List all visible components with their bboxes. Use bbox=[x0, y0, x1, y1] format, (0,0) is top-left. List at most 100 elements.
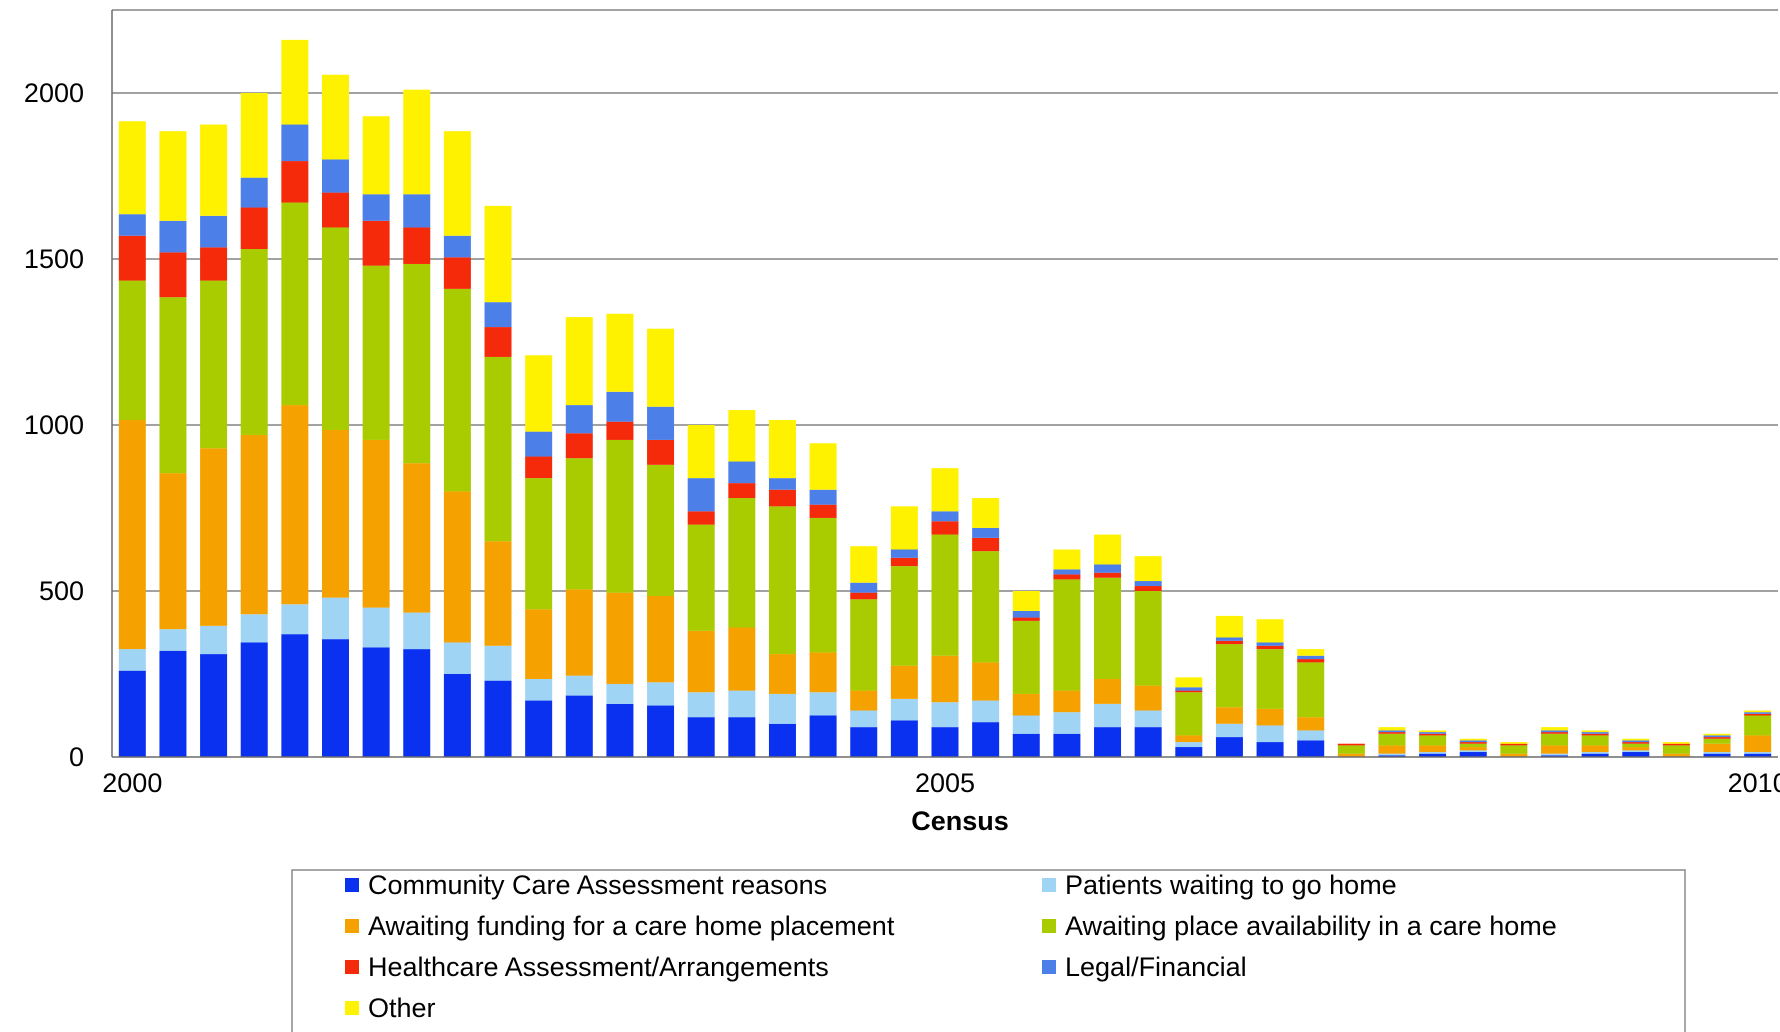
bar-segment bbox=[1012, 733, 1040, 757]
bar-segment bbox=[565, 589, 593, 676]
legend-swatch bbox=[1042, 960, 1056, 974]
bar-segment bbox=[647, 464, 675, 596]
bar-segment bbox=[1134, 710, 1162, 728]
bar-segment bbox=[1622, 750, 1650, 753]
bar-segment bbox=[850, 727, 878, 757]
legend-label: Healthcare Assessment/Arrangements bbox=[368, 952, 829, 982]
bar-segment bbox=[890, 720, 918, 757]
bar-segment bbox=[321, 429, 349, 598]
bar-segment bbox=[484, 302, 512, 328]
bar-segment bbox=[403, 263, 431, 464]
bars bbox=[118, 39, 1772, 757]
bar-segment bbox=[1419, 733, 1447, 736]
bar-segment bbox=[1053, 690, 1081, 713]
bar-segment bbox=[1703, 743, 1731, 753]
bar-segment bbox=[525, 478, 553, 610]
bar-segment bbox=[972, 527, 1000, 538]
bar-segment bbox=[1094, 703, 1122, 728]
bar-segment bbox=[931, 727, 959, 757]
bar-segment bbox=[1175, 677, 1203, 688]
bar-segment bbox=[1175, 742, 1203, 748]
bar-segment bbox=[606, 421, 634, 440]
bar-segment bbox=[890, 549, 918, 558]
bar-segment bbox=[443, 235, 471, 258]
bar-segment bbox=[809, 652, 837, 693]
bar-segment bbox=[1744, 712, 1772, 714]
bar-segment bbox=[1500, 743, 1528, 746]
y-tick-label: 1500 bbox=[24, 244, 84, 274]
y-tick-label: 0 bbox=[69, 742, 84, 772]
bar-segment bbox=[321, 192, 349, 228]
bar-segment bbox=[890, 698, 918, 721]
bar-segment bbox=[362, 647, 390, 757]
bar-segment bbox=[1500, 745, 1528, 754]
bar-segment bbox=[1581, 745, 1609, 753]
bar-segment bbox=[850, 710, 878, 728]
bar-segment bbox=[809, 489, 837, 505]
bar-segment bbox=[484, 645, 512, 681]
bar-segment bbox=[606, 391, 634, 422]
bar-segment bbox=[1215, 615, 1243, 638]
bar-segment bbox=[1297, 717, 1325, 731]
bar-segment bbox=[159, 252, 187, 298]
bar-segment bbox=[1581, 752, 1609, 754]
bar-segment bbox=[1378, 730, 1406, 733]
bar-segment bbox=[850, 592, 878, 600]
bar-segment bbox=[362, 194, 390, 221]
bar-segment bbox=[1662, 753, 1690, 757]
bar-segment bbox=[1378, 733, 1406, 746]
bar-segment bbox=[1459, 752, 1487, 757]
bar-segment bbox=[890, 557, 918, 567]
bar-segment bbox=[200, 124, 228, 216]
axes: 2000 2005 2010 bbox=[102, 9, 1780, 798]
bar-segment bbox=[1622, 742, 1650, 744]
bar-segment bbox=[687, 692, 715, 718]
bar-segment bbox=[1134, 586, 1162, 591]
bar-segment bbox=[321, 159, 349, 193]
bar-segment bbox=[768, 478, 796, 490]
bar-segment bbox=[768, 693, 796, 724]
bar-segment bbox=[809, 504, 837, 518]
bar-segment bbox=[1703, 738, 1731, 744]
bar-segment bbox=[1622, 752, 1650, 757]
bar-segment bbox=[1703, 735, 1731, 738]
bar-segment bbox=[606, 592, 634, 684]
bar-segment bbox=[728, 461, 756, 484]
bar-segment bbox=[972, 700, 1000, 723]
bar-segment bbox=[159, 473, 187, 630]
bar-segment bbox=[687, 717, 715, 757]
bar-segment bbox=[1297, 655, 1325, 660]
bar-segment bbox=[1175, 747, 1203, 757]
bar-segment bbox=[1459, 750, 1487, 753]
bar-segment bbox=[565, 458, 593, 590]
legend: Community Care Assessment reasons Patient… bbox=[291, 869, 1686, 1032]
bar-segment bbox=[321, 597, 349, 640]
bar-segment bbox=[728, 717, 756, 757]
bar-segment bbox=[1581, 735, 1609, 746]
bar-segment bbox=[1094, 572, 1122, 578]
bar-segment bbox=[1337, 743, 1365, 746]
bar-segment bbox=[240, 177, 268, 208]
bar-segment bbox=[1175, 687, 1203, 691]
bar-segment bbox=[1378, 727, 1406, 731]
bar-segment bbox=[281, 202, 309, 406]
bar-segment bbox=[809, 443, 837, 490]
bar-segment bbox=[484, 680, 512, 757]
bar-segment bbox=[1094, 577, 1122, 679]
legend-swatch bbox=[345, 919, 359, 933]
bar-segment bbox=[159, 220, 187, 253]
bar-segment bbox=[647, 682, 675, 706]
bar-segment bbox=[362, 265, 390, 440]
bar-segment bbox=[1337, 753, 1365, 757]
bar-segment bbox=[443, 491, 471, 643]
y-tick-label: 1000 bbox=[24, 410, 84, 440]
bar-segment bbox=[281, 124, 309, 162]
bar-segment bbox=[200, 625, 228, 655]
bar-segment bbox=[1541, 727, 1569, 731]
x-axis-title: Census bbox=[911, 806, 1009, 836]
bar-segment bbox=[200, 215, 228, 248]
bar-segment bbox=[1703, 753, 1731, 757]
bar-segment bbox=[972, 551, 1000, 663]
bar-segment bbox=[200, 448, 228, 626]
bar-segment bbox=[118, 214, 146, 236]
